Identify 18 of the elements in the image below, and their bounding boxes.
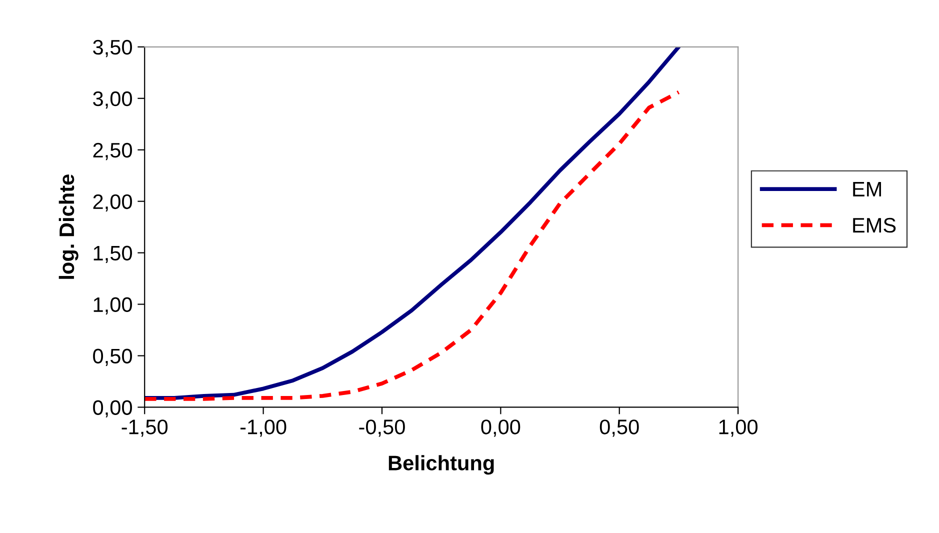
y-tick-label: 2,00 <box>93 194 132 212</box>
x-tick-label: 1,00 <box>719 420 758 437</box>
legend-label: EM <box>853 182 881 196</box>
y-tick-label: 3,50 <box>93 40 132 58</box>
y-tick-label: 1,50 <box>94 246 132 264</box>
x-tick-label: -1,00 <box>240 420 286 437</box>
x-tick-label: -1,50 <box>122 420 168 437</box>
y-tick-label: 1,00 <box>94 297 132 314</box>
x-axis-title: Belichtung <box>388 455 494 475</box>
y-tick-label: 0,00 <box>93 400 132 418</box>
y-axis-title: log. Dichte <box>58 174 78 279</box>
x-tick-label: 0,00 <box>481 420 520 437</box>
x-tick-label: -0,50 <box>359 420 405 437</box>
x-tick-label: 0,50 <box>600 420 639 437</box>
y-tick-label: 0,50 <box>93 348 132 366</box>
legend-label: EMS <box>853 218 896 233</box>
y-tick-label: 2,50 <box>93 142 132 160</box>
y-tick-label: 3,00 <box>93 91 132 109</box>
